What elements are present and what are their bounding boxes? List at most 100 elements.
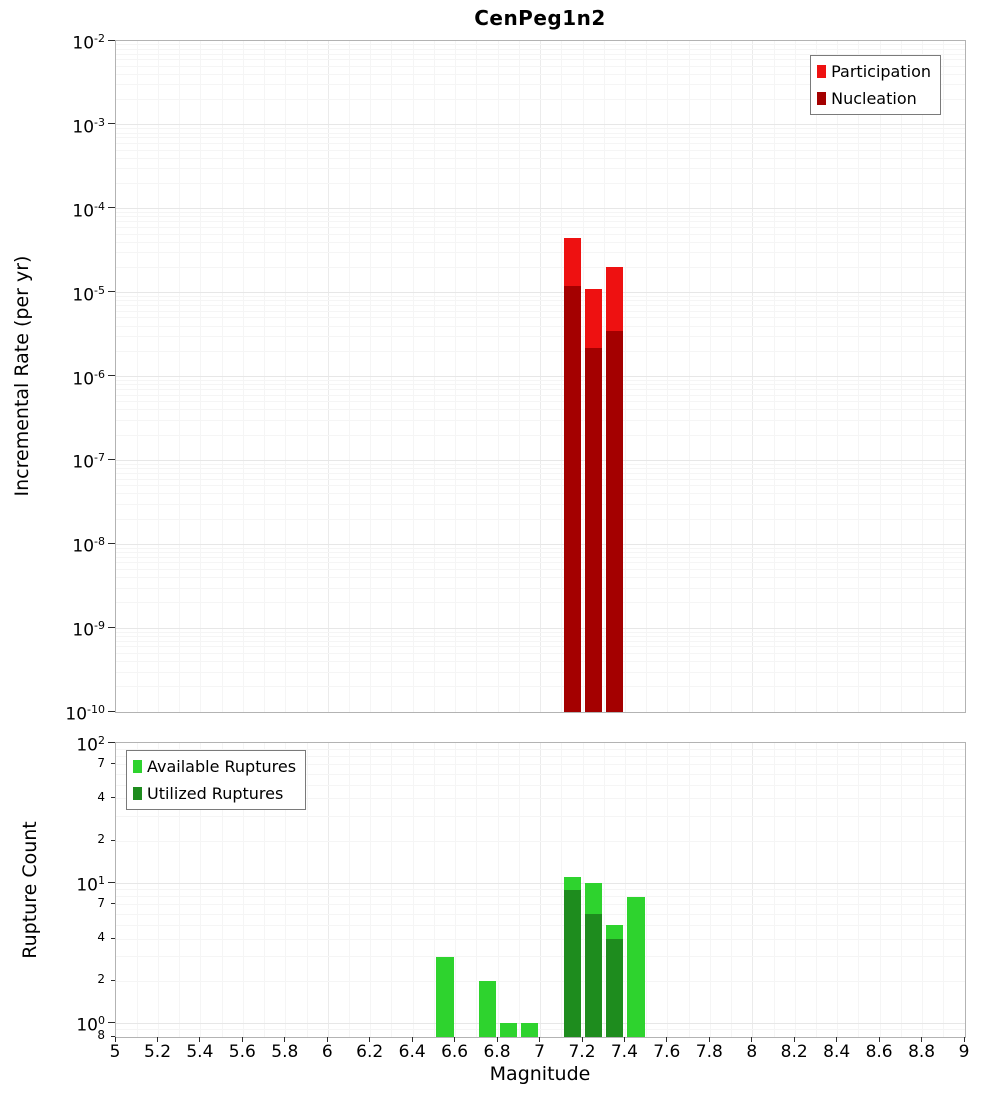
gridline-horizontal [116, 350, 965, 352]
x-tick-mark [751, 1037, 753, 1042]
bar-utilized-ruptures [584, 914, 603, 1037]
bar-utilized-ruptures [606, 939, 624, 1037]
x-tick-label: 7.4 [610, 1042, 638, 1062]
gridline-horizontal [116, 266, 965, 268]
legend-swatch-available-ruptures [133, 760, 142, 773]
x-tick-mark [539, 1037, 540, 1042]
y-tick-mark [108, 710, 115, 712]
gridline-horizontal [116, 924, 965, 926]
gridline-horizontal [116, 226, 965, 228]
x-tick-label: 8.4 [823, 1042, 851, 1062]
bar-available-ruptures [627, 896, 645, 1037]
gridline-horizontal [116, 882, 965, 884]
y-tick-mark [108, 207, 115, 209]
gridline-horizontal [116, 379, 965, 381]
gridline-horizontal [116, 485, 965, 487]
gridline-horizontal [116, 577, 965, 579]
y-tick-mark [108, 741, 115, 743]
y-tick-mark [108, 375, 115, 376]
gridline-horizontal [116, 602, 965, 604]
y-tick-label: 2 [97, 972, 105, 987]
gridline-horizontal [116, 44, 965, 46]
gridline-horizontal [116, 569, 965, 570]
gridline-horizontal [116, 652, 965, 654]
gridline-horizontal [116, 646, 965, 648]
y-tick-mark [108, 1021, 115, 1023]
gridline-horizontal [116, 132, 965, 134]
gridline-horizontal [116, 748, 965, 750]
y-tick-mark [108, 881, 115, 883]
y-tick-label: 7 [97, 895, 105, 910]
y-tick-mark [108, 39, 115, 41]
x-tick-label: 6.8 [483, 1042, 511, 1062]
x-tick-label: 5 [109, 1042, 121, 1062]
gridline-horizontal [116, 73, 965, 75]
y-tick-label: 7 [97, 755, 105, 770]
legend: Available Ruptures Utilized Ruptures [126, 750, 307, 810]
gridline-horizontal [116, 547, 965, 549]
gridline-horizontal [116, 137, 965, 139]
x-tick-label: 8.6 [865, 1042, 893, 1062]
gridline-horizontal [116, 913, 965, 915]
gridline-horizontal [116, 503, 965, 505]
gridline-horizontal [116, 661, 965, 662]
y-tick-mark [111, 763, 115, 765]
gridline-horizontal [116, 635, 965, 637]
gridline-horizontal [116, 183, 965, 184]
gridline-horizontal [116, 128, 965, 130]
gridline-horizontal [116, 310, 965, 312]
bar-nucleation [563, 286, 581, 712]
gridline-horizontal [116, 401, 965, 403]
gridline-horizontal [116, 463, 965, 465]
gridline-horizontal [116, 587, 965, 589]
gridline-horizontal [116, 889, 965, 891]
legend-swatch-utilized-ruptures [133, 787, 142, 800]
x-tick-label: 8.2 [780, 1042, 808, 1062]
rupture-count-plot: Available Ruptures Utilized Ruptures [115, 742, 966, 1038]
gridline-horizontal [116, 478, 965, 480]
y-tick-label: 10-3 [72, 115, 105, 138]
y-tick-label: 102 [76, 734, 105, 756]
gridline-horizontal [116, 124, 965, 126]
bar-available-ruptures [521, 1023, 539, 1037]
x-tick-label: 5.2 [143, 1042, 172, 1062]
x-tick-mark [369, 1037, 371, 1042]
y-tick-label: 10-2 [72, 32, 105, 54]
gridline-horizontal [116, 168, 965, 170]
y-tick-mark [111, 839, 115, 841]
gridline-horizontal [116, 815, 965, 817]
gridline-horizontal [116, 468, 965, 469]
y-tick-label: 8 [97, 1028, 105, 1042]
gridline-horizontal [116, 543, 965, 545]
x-tick-mark [199, 1037, 201, 1042]
gridline-horizontal [116, 149, 965, 151]
gridline-horizontal [116, 384, 965, 386]
gridline-horizontal [116, 764, 965, 766]
legend-item: Nucleation [817, 85, 931, 112]
x-tick-mark [581, 1037, 583, 1042]
gridline-horizontal [116, 59, 965, 61]
gridline-horizontal [116, 784, 965, 786]
gridline-horizontal [116, 296, 965, 297]
gridline-horizontal [116, 212, 965, 214]
x-tick-mark [836, 1037, 838, 1042]
gridline-horizontal [116, 631, 965, 633]
gridline-horizontal [116, 756, 965, 758]
y-tick-label: 4 [97, 789, 105, 804]
gridline-horizontal [116, 459, 965, 461]
x-tick-label: 8 [746, 1042, 758, 1062]
gridline-horizontal [116, 493, 965, 495]
legend-item: Available Ruptures [133, 753, 296, 780]
y-tick-mark [111, 979, 115, 981]
x-tick-mark [708, 1037, 710, 1042]
chart-title: CenPeg1n2 [474, 6, 606, 30]
gridline-horizontal [116, 562, 965, 564]
x-tick-mark [157, 1037, 158, 1042]
legend: Participation Nucleation [810, 55, 941, 115]
y-tick-mark [108, 123, 115, 125]
gridline-horizontal [116, 980, 965, 982]
x-tick-label: 6.2 [356, 1042, 384, 1062]
gridline-horizontal [116, 376, 965, 377]
y-tick-mark [111, 797, 115, 799]
legend-label-nucleation: Nucleation [831, 89, 917, 108]
